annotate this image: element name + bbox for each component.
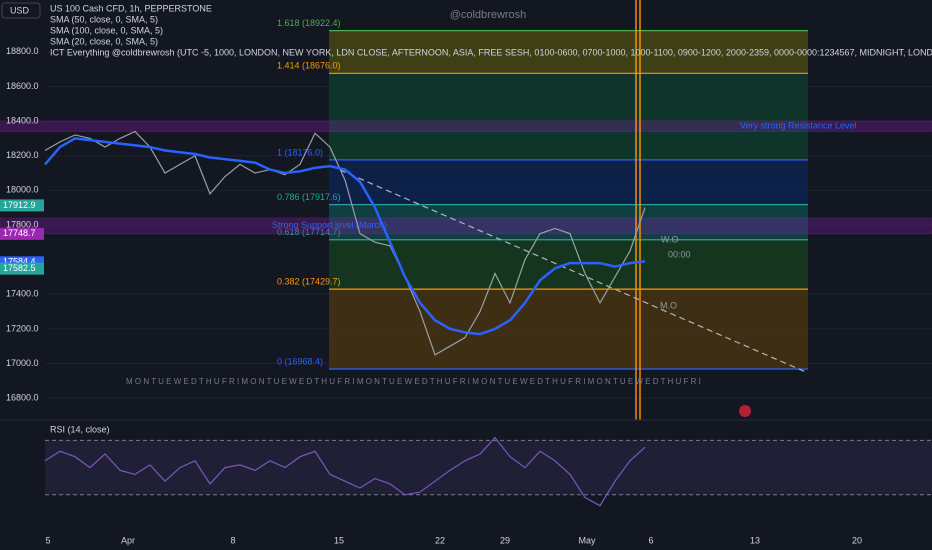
x-tick-label: 8 (230, 535, 235, 545)
sma-line (44, 137, 646, 336)
fib-label: 0.618 (17714.7) (277, 227, 341, 237)
y-tick-label: 17400.0 (6, 289, 39, 299)
x-tick-label: 13 (750, 535, 760, 545)
y-tick-label: 18400.0 (6, 115, 39, 125)
zone-label: Strong Support level (March) (272, 220, 387, 230)
annotation: M.O (660, 300, 677, 310)
fib-label: 1 (18176.0) (277, 147, 323, 157)
y-tick-label: 18200.0 (6, 150, 39, 160)
price-badge-label: 17582.5 (3, 263, 36, 273)
indicator-legend: SMA (20, close, 0, SMA, 5) (50, 36, 158, 46)
x-tick-label: Apr (121, 535, 135, 545)
currency: USD (10, 5, 30, 15)
indicator-legend: SMA (100, close, 0, SMA, 5) (50, 25, 163, 35)
flag-icon (739, 405, 751, 417)
price-badge-label: 17748.7 (3, 228, 36, 238)
zone (0, 217, 932, 235)
y-tick-label: 17000.0 (6, 358, 39, 368)
x-tick-label: 5 (45, 535, 50, 545)
zone (0, 120, 932, 132)
indicator-legend: ICT Everything @coldbrewrosh (UTC -5, 10… (50, 47, 932, 57)
annotation: 00:00 (668, 249, 691, 259)
fib-label: 0 (16968.4) (277, 356, 323, 366)
y-tick-label: 18800.0 (6, 46, 39, 56)
chart-title: US 100 Cash CFD, 1h, PEPPERSTONE (50, 3, 212, 13)
fib-label: 1.414 (18676.0) (277, 61, 341, 71)
price-badge (0, 262, 44, 275)
fib-zone (329, 159, 808, 205)
x-tick-label: 6 (648, 535, 653, 545)
x-tick-label: 20 (852, 535, 862, 545)
rsi-band (45, 440, 932, 495)
fib-zone (329, 204, 808, 240)
fib-label: 0.382 (17429.7) (277, 276, 341, 286)
y-tick-label: 17200.0 (6, 323, 39, 333)
x-tick-label: 29 (500, 535, 510, 545)
watermark: @coldbrewrosh (450, 9, 527, 21)
y-tick-label: 16800.0 (6, 393, 39, 403)
x-tick-label: 22 (435, 535, 445, 545)
currency-box (1, 2, 41, 19)
rsi-line (44, 436, 646, 507)
indicator-legend: SMA (50, close, 0, SMA, 5) (50, 14, 158, 24)
annotation: W.O (661, 234, 679, 244)
fib-zone (329, 30, 808, 74)
fib-zone (329, 289, 808, 369)
zone-label: Very strong Resistance Level (740, 121, 857, 131)
fib-zone (329, 73, 808, 160)
price-badge (0, 199, 44, 212)
price-badge-label: 17912.9 (3, 200, 36, 210)
price-line (44, 130, 646, 356)
fib-label: 1.618 (18922.4) (277, 18, 341, 28)
rsi-title: RSI (14, close) (50, 424, 110, 434)
weekday-row: M O N T U E W E D T H U F R I M O N T U … (126, 377, 701, 386)
y-tick-label: 18000.0 (6, 185, 39, 195)
y-tick-label: 18600.0 (6, 81, 39, 91)
x-tick-label: May (578, 535, 596, 545)
x-tick-label: 15 (334, 535, 344, 545)
price-badge (0, 227, 44, 240)
fib-label: 0.786 (17917.6) (277, 192, 341, 202)
y-tick-label: 17800.0 (6, 219, 39, 229)
trend-line (339, 169, 809, 374)
price-badge-label: 17584.4 (3, 257, 36, 267)
